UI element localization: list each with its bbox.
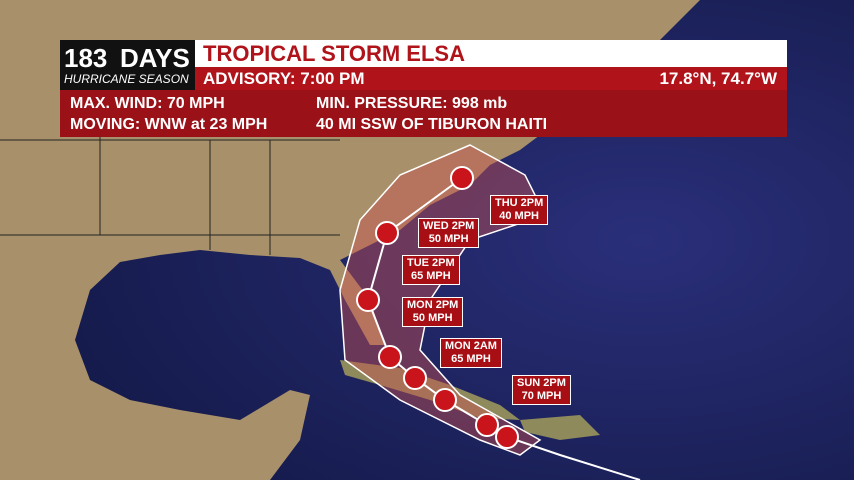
storm-icons bbox=[356, 166, 519, 449]
forecast-wind: 65 MPH bbox=[451, 353, 491, 365]
storm-icon bbox=[378, 345, 402, 369]
storm-track bbox=[366, 177, 641, 480]
forecast-wind: 40 MPH bbox=[499, 210, 540, 222]
forecast-time: SUN 2PM bbox=[517, 377, 566, 389]
forecast-label: WED 2PM 50 MPH bbox=[418, 218, 480, 248]
advisory: ADVISORY: 7:00 PM bbox=[203, 69, 365, 88]
storm-icon bbox=[475, 413, 499, 437]
forecast-label: MON 2AM 65 MPH bbox=[440, 338, 502, 368]
forecast-time: MON 2AM bbox=[445, 340, 497, 352]
forecast-label: TUE 2PM 65 MPH bbox=[402, 255, 460, 285]
forecast-wind: 50 MPH bbox=[428, 233, 469, 245]
forecast-wind: 50 MPH bbox=[412, 312, 453, 324]
advisory-bar: ADVISORY: 7:00 PM 17.8°N, 74.7°W bbox=[195, 67, 787, 90]
storm-icon bbox=[433, 388, 457, 412]
min-pressure: MIN. PRESSURE: 998 mb bbox=[316, 95, 508, 112]
forecast-wind: 65 MPH bbox=[410, 270, 451, 282]
moving: MOVING: WNW at 23 MPH bbox=[70, 116, 268, 133]
max-wind: MAX. WIND: 70 MPH bbox=[70, 95, 225, 112]
forecast-label: THU 2PM 40 MPH bbox=[490, 195, 549, 225]
forecast-time: THU 2PM bbox=[495, 197, 544, 209]
forecast-time: TUE 2PM bbox=[407, 257, 455, 269]
forecast-time: MON 2PM bbox=[407, 299, 459, 311]
storm-icon bbox=[375, 221, 399, 245]
borders bbox=[0, 60, 340, 255]
hispaniola bbox=[520, 415, 600, 440]
storm-icon bbox=[495, 425, 519, 449]
location: 40 MI SSW OF TIBURON HAITI bbox=[316, 116, 548, 133]
logo-tagline: HURRICANE SEASON bbox=[64, 72, 189, 86]
logo-word: DAYS bbox=[120, 43, 190, 73]
logo-number: 183 bbox=[64, 43, 108, 73]
storm-icon bbox=[450, 166, 474, 190]
storm-icon bbox=[356, 288, 380, 312]
forecast-wind: 70 MPH bbox=[521, 390, 562, 402]
logo-box: 183 DAYS HURRICANE SEASON bbox=[60, 40, 195, 90]
details-box: MAX. WIND: 70 MPH MIN. PRESSURE: 998 mb … bbox=[60, 90, 787, 137]
forecast-label: MON 2PM 50 MPH bbox=[402, 297, 464, 327]
forecast-time: WED 2PM bbox=[423, 220, 475, 232]
position: 17.8°N, 74.7°W bbox=[659, 69, 777, 88]
storm-icon bbox=[403, 366, 427, 390]
forecast-label: SUN 2PM 70 MPH bbox=[512, 375, 571, 405]
title: TROPICAL STORM ELSA bbox=[195, 40, 787, 67]
